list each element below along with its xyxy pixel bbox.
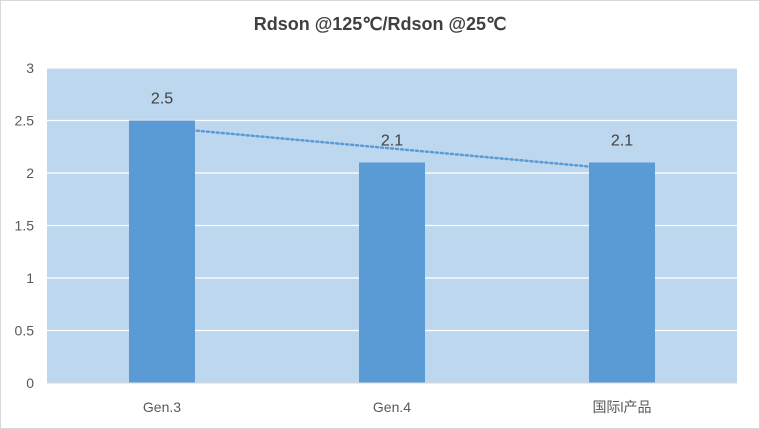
x-category-label: Gen.3: [143, 399, 181, 415]
y-tick-label: 3: [26, 60, 34, 76]
bar: [129, 120, 195, 383]
bar: [359, 162, 425, 383]
y-tick-label: 1.5: [15, 218, 35, 234]
y-axis-ticks: 0 0.5 1 1.5 2 2.5 3: [15, 60, 35, 391]
y-tick-label: 2.5: [15, 113, 35, 129]
y-tick-label: 0.5: [15, 323, 35, 339]
chart-title: Rdson @125℃/Rdson @25℃: [253, 14, 507, 34]
data-label: 2.1: [611, 133, 633, 150]
x-category-label: Gen.4: [373, 399, 411, 415]
trendline: [160, 126, 624, 171]
data-label: 2.1: [381, 133, 403, 150]
data-label: 2.5: [151, 91, 173, 108]
y-tick-label: 2: [26, 165, 34, 181]
y-tick-label: 0: [26, 375, 34, 391]
data-labels: 2.5 2.1 2.1: [151, 91, 633, 150]
bars: [129, 120, 655, 383]
x-category-label: 国际l产品: [592, 399, 651, 415]
y-tick-label: 1: [26, 270, 34, 286]
x-axis-categories: Gen.3 Gen.4 国际l产品: [143, 399, 652, 415]
bar: [589, 162, 655, 383]
trendline-group: [160, 126, 624, 171]
